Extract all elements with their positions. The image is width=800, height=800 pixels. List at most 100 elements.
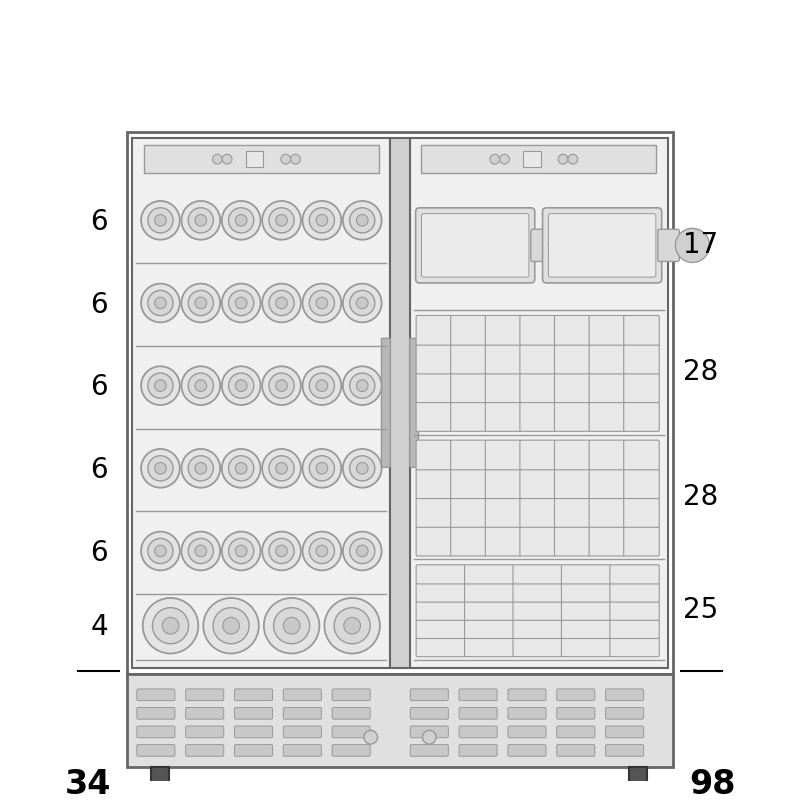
Circle shape [364, 730, 378, 744]
FancyBboxPatch shape [562, 619, 611, 638]
Circle shape [422, 730, 436, 744]
Text: 6: 6 [90, 374, 108, 402]
Bar [523, 151, 541, 167]
Circle shape [302, 201, 342, 240]
Circle shape [229, 208, 254, 233]
FancyBboxPatch shape [520, 315, 555, 345]
FancyBboxPatch shape [465, 638, 514, 657]
Circle shape [500, 154, 510, 164]
FancyBboxPatch shape [422, 214, 529, 277]
Circle shape [357, 462, 368, 474]
FancyBboxPatch shape [610, 565, 659, 584]
FancyBboxPatch shape [562, 638, 611, 657]
FancyBboxPatch shape [557, 745, 595, 756]
FancyBboxPatch shape [486, 373, 521, 402]
FancyBboxPatch shape [465, 619, 514, 638]
FancyBboxPatch shape [416, 638, 466, 657]
FancyBboxPatch shape [137, 689, 175, 701]
Circle shape [222, 284, 261, 322]
Circle shape [229, 373, 254, 398]
FancyBboxPatch shape [658, 230, 679, 262]
Circle shape [269, 373, 294, 398]
Circle shape [182, 284, 220, 322]
FancyBboxPatch shape [332, 689, 370, 701]
Circle shape [276, 462, 287, 474]
FancyBboxPatch shape [554, 498, 590, 527]
Text: 25: 25 [683, 596, 718, 624]
Circle shape [316, 380, 328, 391]
FancyBboxPatch shape [610, 638, 659, 657]
FancyBboxPatch shape [283, 726, 322, 738]
Circle shape [269, 290, 294, 315]
Circle shape [235, 462, 247, 474]
FancyBboxPatch shape [234, 707, 273, 719]
Circle shape [142, 598, 198, 654]
FancyBboxPatch shape [606, 707, 644, 719]
Circle shape [310, 538, 334, 563]
Circle shape [195, 545, 206, 557]
Text: 6: 6 [90, 290, 108, 318]
Circle shape [195, 297, 206, 309]
FancyBboxPatch shape [234, 689, 273, 701]
FancyBboxPatch shape [410, 726, 448, 738]
FancyBboxPatch shape [520, 344, 555, 374]
FancyBboxPatch shape [589, 373, 625, 402]
FancyBboxPatch shape [606, 745, 644, 756]
FancyBboxPatch shape [416, 469, 452, 498]
FancyBboxPatch shape [554, 440, 590, 470]
Circle shape [195, 380, 206, 391]
Text: 17: 17 [683, 231, 718, 259]
Circle shape [269, 208, 294, 233]
Circle shape [188, 373, 214, 398]
Circle shape [154, 214, 166, 226]
Circle shape [310, 290, 334, 315]
Circle shape [344, 618, 361, 634]
FancyBboxPatch shape [416, 440, 452, 470]
Circle shape [310, 208, 334, 233]
FancyBboxPatch shape [610, 619, 659, 638]
Circle shape [310, 456, 334, 481]
Circle shape [274, 608, 310, 644]
FancyBboxPatch shape [557, 689, 595, 701]
Circle shape [188, 456, 214, 481]
FancyBboxPatch shape [416, 565, 466, 584]
Circle shape [235, 297, 247, 309]
Text: 6: 6 [90, 538, 108, 566]
Circle shape [357, 545, 368, 557]
Circle shape [357, 214, 368, 226]
FancyBboxPatch shape [513, 583, 562, 602]
Text: 98: 98 [690, 768, 736, 800]
Bar [151, 766, 169, 782]
FancyBboxPatch shape [234, 745, 273, 756]
FancyBboxPatch shape [606, 726, 644, 738]
FancyBboxPatch shape [589, 344, 625, 374]
FancyBboxPatch shape [465, 601, 514, 620]
Circle shape [675, 228, 710, 262]
Circle shape [290, 154, 300, 164]
Circle shape [350, 208, 375, 233]
Circle shape [269, 538, 294, 563]
Text: 28: 28 [683, 358, 718, 386]
FancyBboxPatch shape [416, 402, 452, 431]
Circle shape [343, 284, 382, 322]
FancyBboxPatch shape [562, 583, 611, 602]
FancyBboxPatch shape [465, 565, 514, 584]
FancyBboxPatch shape [624, 469, 659, 498]
Circle shape [148, 290, 173, 315]
FancyBboxPatch shape [624, 344, 659, 374]
Bar [246, 151, 263, 167]
Bar [422, 146, 656, 173]
FancyBboxPatch shape [520, 526, 555, 556]
FancyBboxPatch shape [416, 208, 534, 283]
Circle shape [350, 456, 375, 481]
Circle shape [269, 456, 294, 481]
Bar [144, 146, 378, 173]
FancyBboxPatch shape [416, 601, 466, 620]
Circle shape [148, 373, 173, 398]
FancyBboxPatch shape [459, 726, 497, 738]
FancyBboxPatch shape [589, 526, 625, 556]
Circle shape [222, 154, 232, 164]
FancyBboxPatch shape [486, 402, 521, 431]
Circle shape [276, 297, 287, 309]
FancyBboxPatch shape [283, 689, 322, 701]
